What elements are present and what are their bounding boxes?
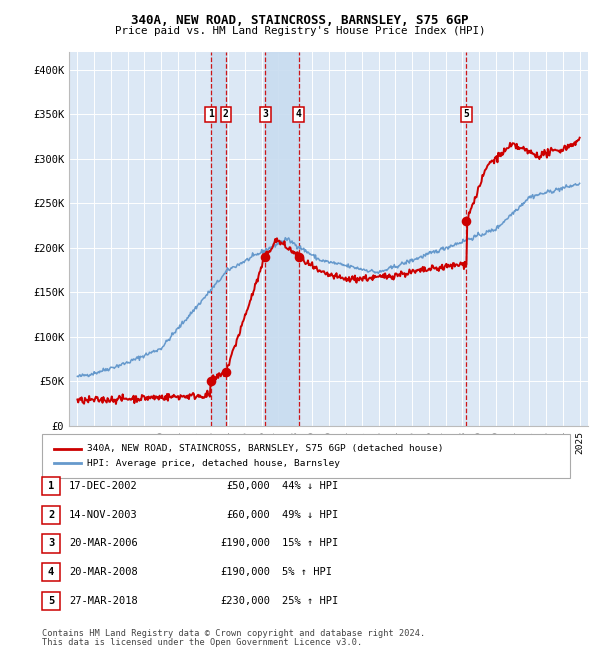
Text: 20-MAR-2006: 20-MAR-2006 bbox=[69, 538, 138, 549]
Text: 2: 2 bbox=[223, 109, 229, 120]
Text: 3: 3 bbox=[48, 538, 54, 549]
Text: 340A, NEW ROAD, STAINCROSS, BARNSLEY, S75 6GP (detached house): 340A, NEW ROAD, STAINCROSS, BARNSLEY, S7… bbox=[87, 444, 443, 453]
Bar bbox=[265, 52, 299, 426]
Text: 49% ↓ HPI: 49% ↓ HPI bbox=[282, 510, 338, 520]
Text: 1: 1 bbox=[48, 481, 54, 491]
Text: 20-MAR-2008: 20-MAR-2008 bbox=[69, 567, 138, 577]
Text: 2: 2 bbox=[48, 510, 54, 520]
Text: £230,000: £230,000 bbox=[220, 595, 270, 606]
Text: HPI: Average price, detached house, Barnsley: HPI: Average price, detached house, Barn… bbox=[87, 459, 340, 468]
Text: 340A, NEW ROAD, STAINCROSS, BARNSLEY, S75 6GP: 340A, NEW ROAD, STAINCROSS, BARNSLEY, S7… bbox=[131, 14, 469, 27]
Point bbox=[461, 216, 471, 226]
Text: £50,000: £50,000 bbox=[226, 481, 270, 491]
Text: £60,000: £60,000 bbox=[226, 510, 270, 520]
Point bbox=[260, 252, 270, 262]
Text: 14-NOV-2003: 14-NOV-2003 bbox=[69, 510, 138, 520]
Text: Price paid vs. HM Land Registry's House Price Index (HPI): Price paid vs. HM Land Registry's House … bbox=[115, 26, 485, 36]
Text: 5: 5 bbox=[48, 595, 54, 606]
Bar bbox=[211, 52, 226, 426]
Point bbox=[221, 367, 230, 378]
Text: Contains HM Land Registry data © Crown copyright and database right 2024.: Contains HM Land Registry data © Crown c… bbox=[42, 629, 425, 638]
Text: 4: 4 bbox=[48, 567, 54, 577]
Text: 27-MAR-2018: 27-MAR-2018 bbox=[69, 595, 138, 606]
Text: 15% ↑ HPI: 15% ↑ HPI bbox=[282, 538, 338, 549]
Text: This data is licensed under the Open Government Licence v3.0.: This data is licensed under the Open Gov… bbox=[42, 638, 362, 647]
Text: 4: 4 bbox=[296, 109, 302, 120]
Point bbox=[206, 376, 215, 387]
Text: £190,000: £190,000 bbox=[220, 567, 270, 577]
Text: 25% ↑ HPI: 25% ↑ HPI bbox=[282, 595, 338, 606]
Text: 44% ↓ HPI: 44% ↓ HPI bbox=[282, 481, 338, 491]
Text: 3: 3 bbox=[262, 109, 268, 120]
Text: 5: 5 bbox=[464, 109, 469, 120]
Point bbox=[294, 252, 304, 262]
Text: 17-DEC-2002: 17-DEC-2002 bbox=[69, 481, 138, 491]
Text: 5% ↑ HPI: 5% ↑ HPI bbox=[282, 567, 332, 577]
Text: £190,000: £190,000 bbox=[220, 538, 270, 549]
Text: 1: 1 bbox=[208, 109, 214, 120]
